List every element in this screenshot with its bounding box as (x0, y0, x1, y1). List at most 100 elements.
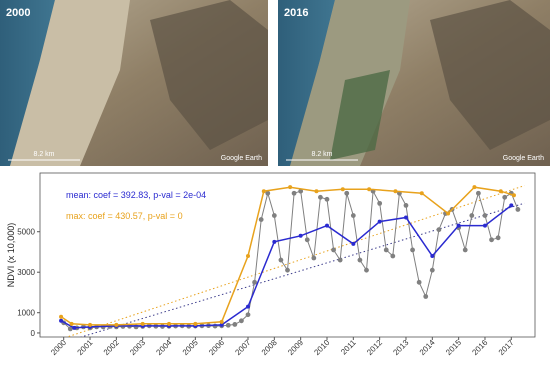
summary-point (219, 322, 224, 327)
ndvi-point (67, 326, 73, 332)
ndvi-point (285, 267, 290, 273)
x-tick-label: 2016 (470, 338, 489, 357)
y-tick-label: 3000 (17, 268, 35, 277)
ndvi-point (258, 217, 264, 222)
ndvi-point (436, 227, 442, 233)
ndvi-point (278, 257, 284, 263)
x-tick-label: 2004 (154, 338, 173, 357)
x-tick-label: 2012 (365, 338, 384, 357)
summary-point (69, 321, 74, 326)
x-tick-label: 2015 (444, 338, 463, 357)
annotation: mean: coef = 392.83, p-val = 2e-04 (66, 190, 206, 200)
summary-point (88, 322, 93, 327)
ndvi-point (311, 255, 317, 261)
x-tick-label: 2000 (49, 338, 68, 357)
ndvi-point (364, 267, 369, 273)
summary-point (219, 319, 224, 324)
ndvi-point (271, 213, 277, 218)
x-tick-label: 2013 (391, 338, 410, 357)
ndvi-point (232, 322, 238, 327)
ndvi-point (515, 207, 521, 212)
ndvi-point (390, 253, 396, 259)
ndvi-point (423, 294, 429, 299)
summary-point (167, 321, 172, 326)
image-year: 2000 (6, 7, 30, 19)
ndvi-point (350, 213, 356, 218)
x-tick-label: 2006 (207, 338, 226, 357)
ndvi-point (344, 190, 350, 196)
ndvi-point (429, 267, 435, 273)
summary-point (288, 185, 293, 190)
ndvi-point (482, 213, 488, 218)
summary-point (419, 191, 424, 196)
y-tick-label: 5000 (17, 228, 35, 237)
ndvi-point (416, 279, 422, 285)
summary-point (403, 215, 408, 220)
plot-area (59, 185, 525, 337)
x-tick-label: 2001 (75, 338, 94, 357)
summary-point (193, 321, 198, 326)
summary-point (272, 239, 277, 244)
summary-point (498, 189, 503, 194)
x-tick-label: 2017 (497, 338, 516, 357)
scale-label: 8.2 km (33, 151, 54, 158)
ndvi-point (337, 257, 343, 263)
ndvi-point (475, 190, 481, 196)
y-tick-label: 1000 (17, 309, 35, 318)
ndvi-point (462, 247, 468, 253)
summary-point (430, 254, 435, 259)
ndvi-point (291, 190, 297, 196)
summary-point (324, 223, 329, 228)
summary-point (140, 321, 145, 326)
summary-point (509, 203, 514, 208)
credit: Google Earth (503, 155, 544, 162)
y-tick-label: 0 (31, 329, 36, 338)
summary-point (114, 322, 119, 327)
x-tick-label: 2007 (233, 338, 252, 357)
summary-point (298, 233, 303, 238)
y-axis-label: NDVI (x 10,000) (6, 223, 16, 288)
summary-point (340, 187, 345, 192)
ndvi-point (265, 190, 271, 196)
ndvi-point (298, 188, 304, 194)
x-tick-label: 2005 (181, 338, 200, 357)
ndvi-point (252, 279, 257, 285)
ndvi-point (502, 194, 508, 200)
ndvi-point (489, 237, 494, 243)
x-tick-label: 2011 (339, 338, 358, 357)
summary-point (446, 211, 451, 216)
summary-point (511, 193, 516, 198)
summary-point (456, 223, 461, 228)
summary-point (472, 185, 477, 190)
summary-point (59, 314, 64, 319)
x-tick-label: 2008 (260, 338, 279, 357)
ndvi-point (357, 257, 363, 263)
summary-point (246, 254, 251, 259)
satellite-image: 2000 8.2 km Google Earth (0, 0, 268, 166)
summary-point (367, 187, 372, 192)
ndvi-point (331, 247, 336, 253)
summary-line (60, 186, 515, 326)
ndvi-point (469, 213, 475, 218)
x-tick-label: 2009 (286, 338, 305, 357)
ndvi-point (495, 235, 501, 241)
ndvi-point (304, 237, 310, 243)
trend-line (65, 185, 525, 337)
ndvi-point (225, 322, 231, 328)
trend-line (79, 202, 525, 337)
summary-point (246, 304, 251, 309)
summary-point (393, 189, 398, 194)
ndvi-point (410, 247, 415, 253)
summary-point (377, 219, 382, 224)
summary-point (261, 189, 266, 194)
summary-point (59, 318, 64, 323)
summary-point (314, 189, 319, 194)
credit: Google Earth (221, 155, 262, 162)
x-tick-label: 2010 (312, 338, 331, 357)
x-tick-label: 2014 (418, 338, 437, 357)
ndvi-point (383, 247, 389, 253)
annotation: max: coef = 430.57, p-val = 0 (66, 211, 183, 221)
ndvi-point (324, 196, 330, 202)
ndvi-point (403, 202, 409, 208)
